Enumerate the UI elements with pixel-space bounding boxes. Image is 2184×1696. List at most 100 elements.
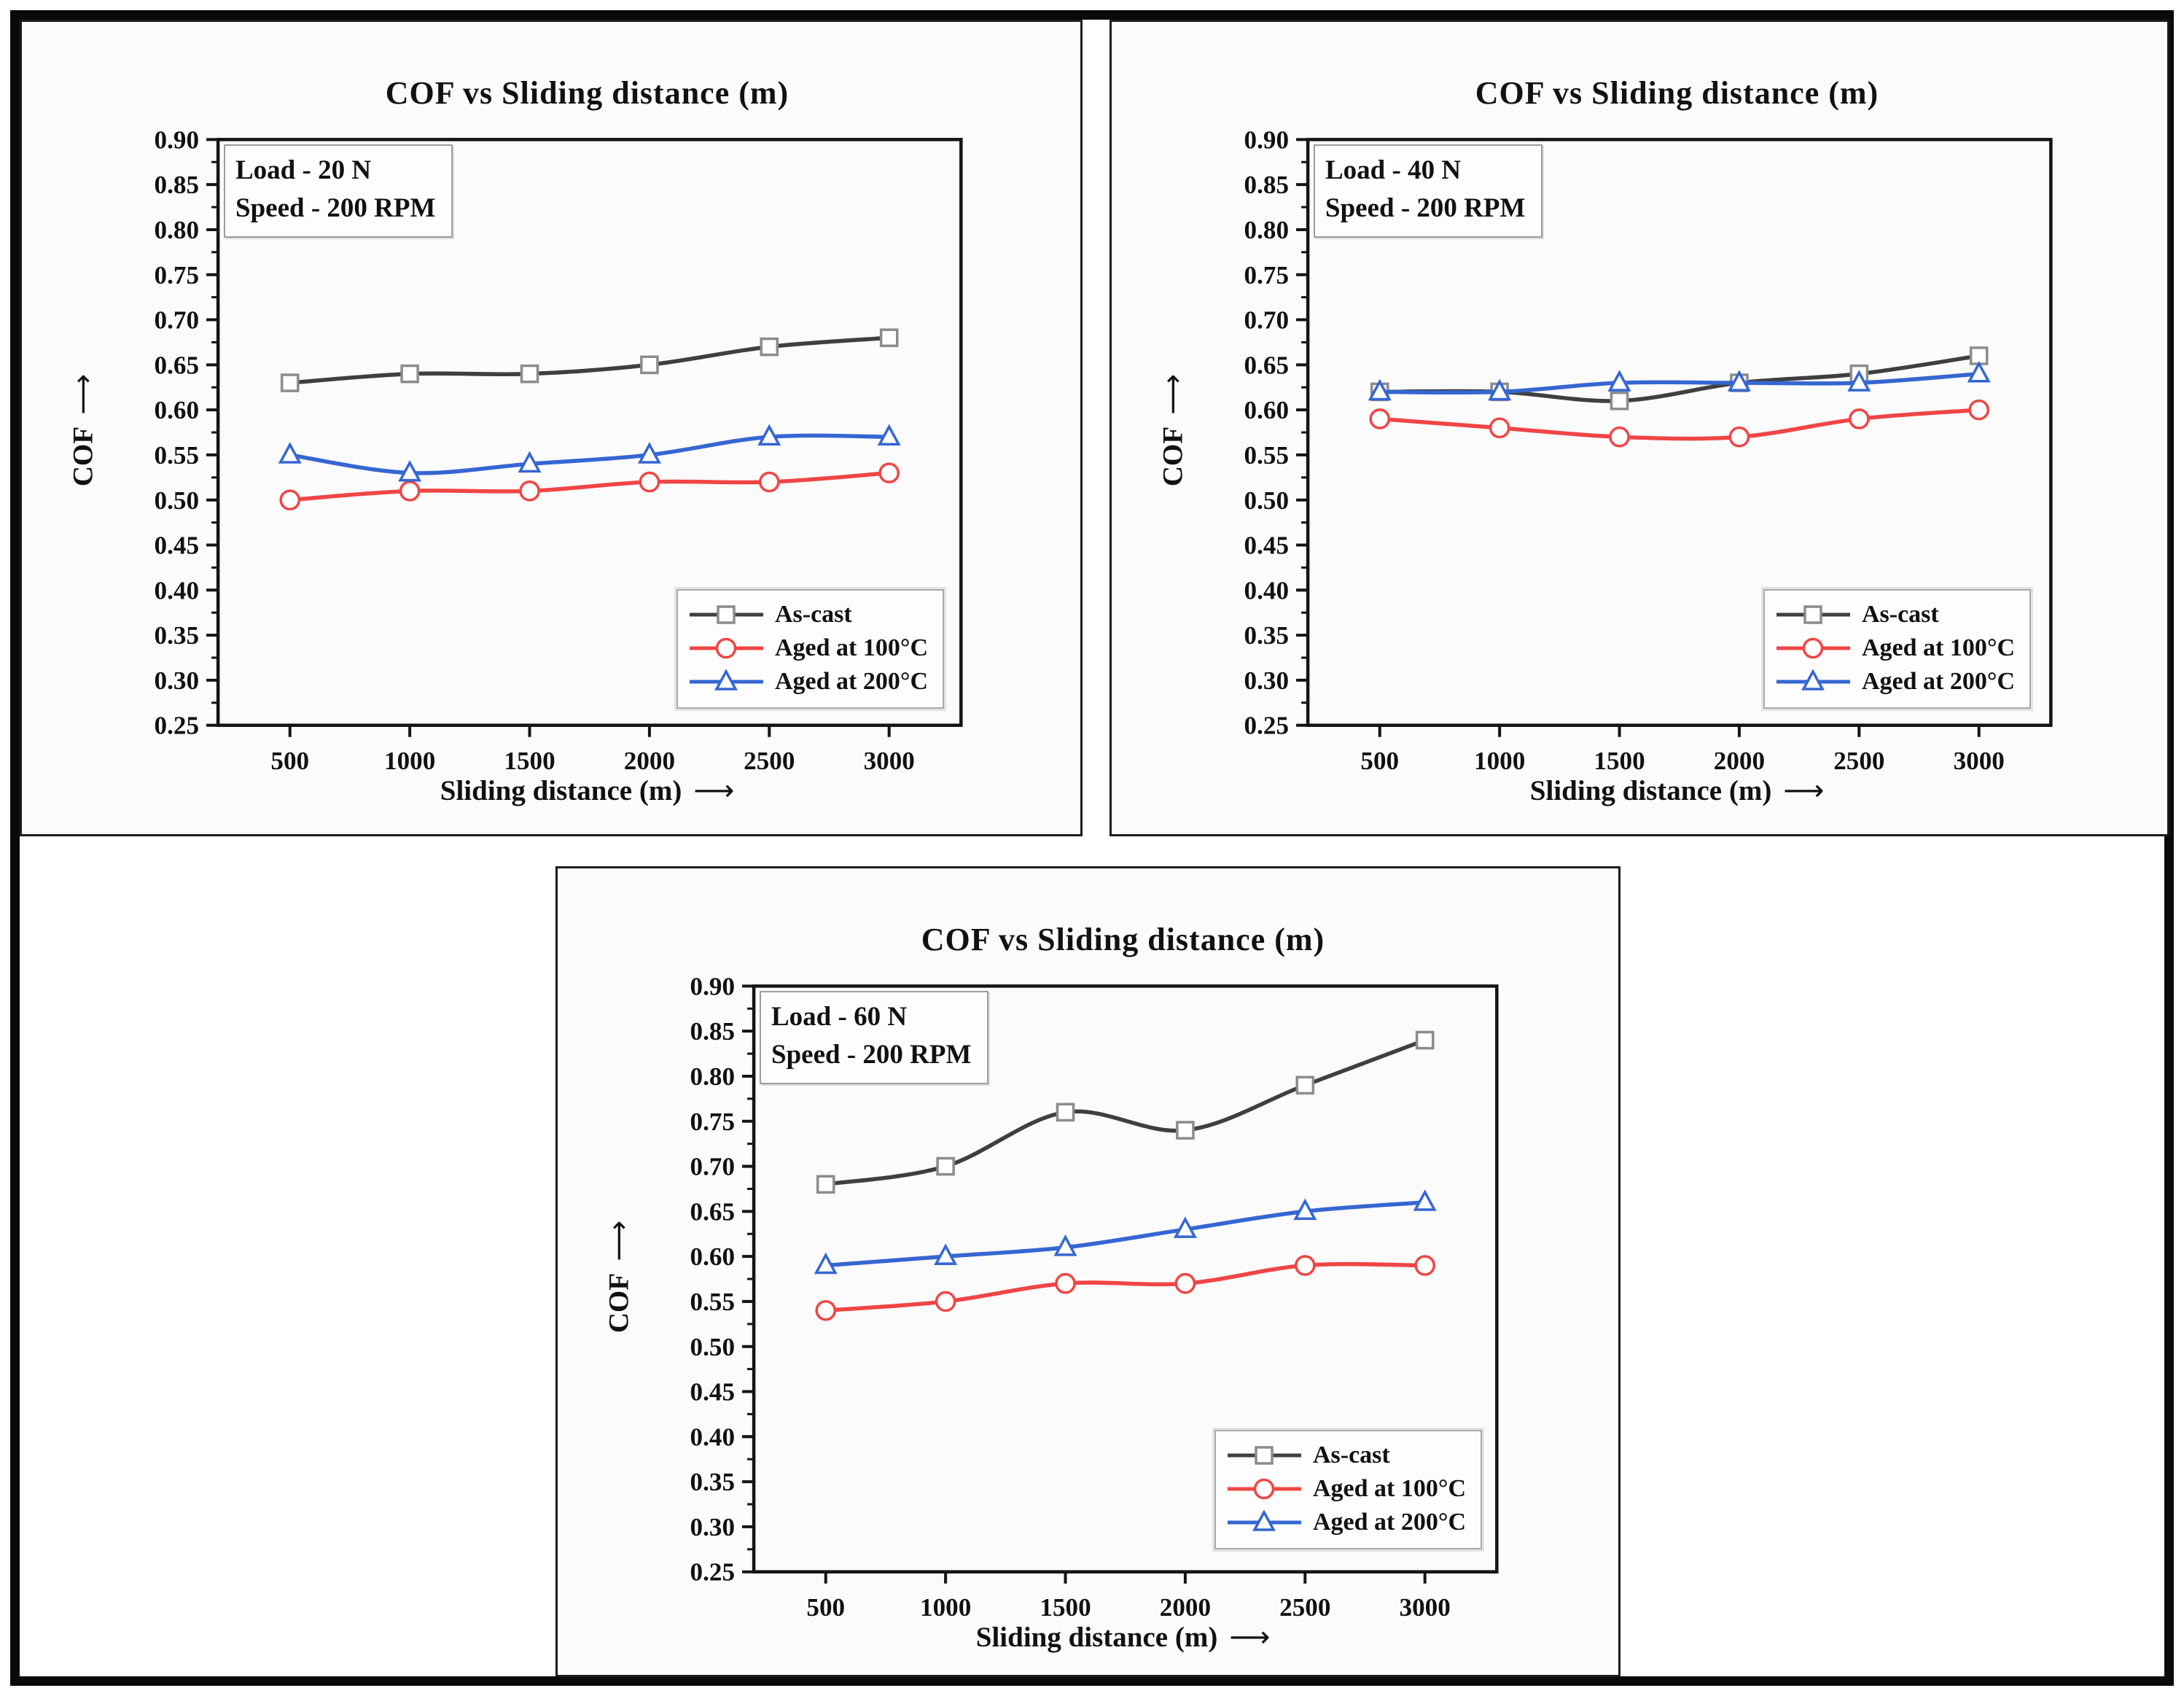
legend-swatch-circle-icon <box>1776 637 1850 659</box>
x-tick-label: 500 <box>270 747 309 775</box>
circle-marker-icon <box>715 637 737 659</box>
y-tick-label: 0.90 <box>690 972 735 1000</box>
series-as-cast <box>280 328 899 392</box>
series-as-cast <box>816 1030 1435 1194</box>
y-tick-label: 0.75 <box>690 1108 735 1136</box>
square-marker-icon <box>1056 1102 1075 1122</box>
legend-swatch-triangle-icon <box>1227 1510 1301 1531</box>
speed-annotation: Speed - 200 RPM <box>1325 192 1526 223</box>
y-tick-label: 0.55 <box>155 441 199 470</box>
square-marker-icon <box>520 364 539 384</box>
y-tick-label: 0.65 <box>155 351 199 379</box>
legend-label: Aged at 100°C <box>774 634 928 661</box>
x-axis-label: Sliding distance (m) ⟶ <box>975 1621 1271 1654</box>
x-axis-label: Sliding distance (m) ⟶ <box>440 774 735 807</box>
circle-marker-icon <box>1609 426 1630 448</box>
circle-marker-icon <box>519 481 540 502</box>
triangle-marker-icon <box>637 442 661 464</box>
legend-item: As-cast <box>1226 1439 1466 1472</box>
axis-arrow-icon: ⟶ <box>602 1220 636 1261</box>
x-tick-label: 2500 <box>1833 747 1884 775</box>
legend-item: As-cast <box>688 598 928 631</box>
circle-marker-icon <box>1294 1255 1316 1276</box>
square-marker-icon <box>280 373 300 392</box>
legend-label: Aged at 200°C <box>1861 668 2015 695</box>
triangle-marker-icon <box>757 424 781 446</box>
square-marker-icon <box>816 1175 835 1194</box>
legend-label: Aged at 200°C <box>774 668 928 695</box>
y-tick-label: 0.55 <box>1244 441 1289 470</box>
series-line <box>289 470 889 502</box>
y-tick-label: 0.60 <box>155 396 199 424</box>
legend-item: Aged at 200°C <box>1775 665 2015 699</box>
legend-label: As-cast <box>1861 601 1939 628</box>
chart-panel-load-20n: COF vs Sliding distance (m) 0.90 0.85 0.80… <box>20 20 1083 836</box>
y-tick-label: 0.35 <box>1244 621 1289 650</box>
square-marker-icon <box>1176 1121 1195 1140</box>
series-line <box>1379 408 1979 441</box>
series-as-cast <box>1370 346 1989 411</box>
triangle-marker-icon <box>278 442 302 464</box>
y-tick-label: 0.70 <box>690 1153 735 1181</box>
legend: As-cast Aged at 100°C Aged at 200°C <box>676 589 944 709</box>
series-line <box>289 335 889 385</box>
legend-swatch-square-icon <box>689 605 763 624</box>
x-tick-label: 2500 <box>1279 1593 1330 1622</box>
y-tick-label: 0.35 <box>690 1468 735 1496</box>
circle-marker-icon <box>1802 637 1824 659</box>
circle-marker-icon <box>1728 426 1750 448</box>
series-aged-at-100-c <box>279 462 900 511</box>
y-tick-label: 0.60 <box>1244 396 1289 424</box>
series-aged-at-100-c <box>815 1255 1435 1321</box>
x-tick-label: 2500 <box>744 747 795 775</box>
y-tick-label: 0.65 <box>1244 351 1289 379</box>
y-tick-label: 0.85 <box>1244 171 1289 199</box>
x-tick-label: 500 <box>1360 747 1399 775</box>
series-line <box>289 433 889 475</box>
triangle-marker-icon <box>1607 370 1631 392</box>
y-tick-label: 0.75 <box>155 261 199 289</box>
y-tick-label: 0.25 <box>690 1558 735 1587</box>
triangle-marker-icon <box>1847 370 1871 392</box>
triangle-marker-icon <box>1801 669 1825 691</box>
legend-swatch-circle-icon <box>1227 1478 1301 1500</box>
y-axis-label: COF⟶ <box>66 373 100 487</box>
series-aged-at-200-c <box>814 1189 1437 1275</box>
y-tick-label: 0.30 <box>690 1513 735 1541</box>
x-tick-label: 500 <box>806 1593 845 1622</box>
square-marker-icon <box>1610 391 1629 411</box>
legend-label: Aged at 100°C <box>1861 634 2015 661</box>
triangle-marker-icon <box>398 459 422 482</box>
load-annotation: Load - 60 N <box>771 1002 908 1032</box>
x-tick-label: 2000 <box>624 747 675 775</box>
series-line <box>1379 371 1979 395</box>
y-tick-label: 0.45 <box>1244 532 1289 560</box>
x-axis-label: Sliding distance (m) ⟶ <box>1529 774 1825 807</box>
circle-marker-icon <box>1849 408 1870 429</box>
y-tick-label: 0.85 <box>155 171 199 199</box>
x-tick-label: 1500 <box>1040 1593 1091 1622</box>
triangle-marker-icon <box>814 1252 838 1275</box>
y-tick-label: 0.45 <box>155 532 199 560</box>
y-tick-label: 0.50 <box>155 486 199 515</box>
y-tick-label: 0.85 <box>690 1017 735 1046</box>
y-tick-label: 0.50 <box>690 1333 735 1361</box>
square-marker-icon <box>640 355 659 375</box>
triangle-marker-icon <box>1727 370 1751 392</box>
square-marker-icon <box>1415 1030 1435 1050</box>
legend-item: Aged at 100°C <box>688 631 928 665</box>
square-marker-icon <box>400 364 419 384</box>
circle-marker-icon <box>1489 417 1510 439</box>
circle-marker-icon <box>639 471 660 493</box>
y-tick-label: 0.45 <box>690 1378 735 1407</box>
axis-arrow-icon: ⟶ <box>66 373 100 415</box>
chart-title: COF vs Sliding distance (m) <box>1475 75 1879 111</box>
load-annotation: Load - 40 N <box>1325 155 1462 185</box>
axis-arrow-icon: ⟶ <box>1229 1621 1271 1654</box>
y-tick-label: 0.80 <box>1244 216 1289 244</box>
legend-item: Aged at 200°C <box>1226 1506 1466 1539</box>
series-aged-at-200-c <box>278 424 901 482</box>
circle-marker-icon <box>279 489 301 511</box>
triangle-marker-icon <box>1293 1198 1317 1221</box>
